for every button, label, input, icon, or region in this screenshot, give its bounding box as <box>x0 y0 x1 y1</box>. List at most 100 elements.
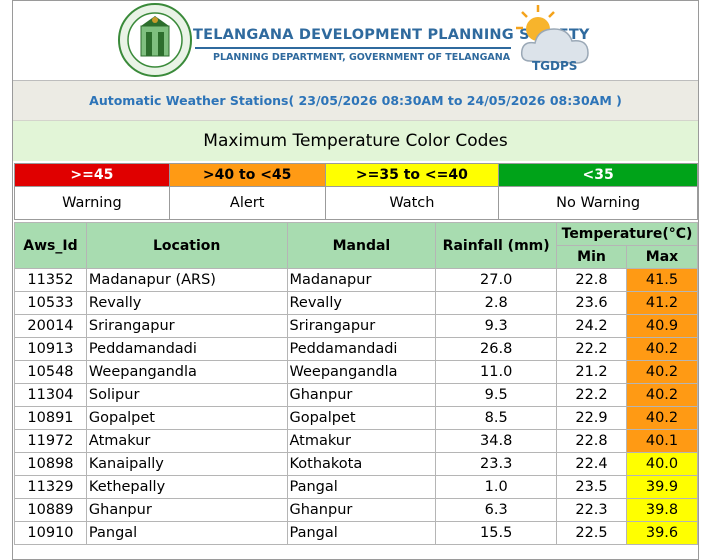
legend-level-1: Alert <box>168 186 326 220</box>
header-rainfall[interactable]: Rainfall (mm) <box>435 222 558 269</box>
cell-mandal: Atmakur <box>286 429 437 453</box>
cell-aws-id: 20014 <box>14 314 87 338</box>
cell-rainfall: 6.3 <box>435 498 558 522</box>
table-row[interactable]: 10913 Peddamandadi Peddamandadi 26.8 22.2 40.… <box>14 337 698 361</box>
cell-rainfall: 11.0 <box>435 360 558 384</box>
cell-mandal: Srirangapur <box>286 314 437 338</box>
cell-min-temp: 22.8 <box>556 268 627 292</box>
legend-table: >=45 >40 to <45 >=35 to <=40 <35 Warning Ale… <box>14 163 698 220</box>
cell-rainfall: 34.8 <box>435 429 558 453</box>
header-max[interactable]: Max <box>626 245 698 269</box>
table-row[interactable]: 10910 Pangal Pangal 15.5 22.5 39.6 <box>14 521 698 545</box>
cell-aws-id: 10910 <box>14 521 87 545</box>
table-row[interactable]: 20014 Srirangapur Srirangapur 9.3 24.2 40.9 <box>14 314 698 338</box>
cell-min-temp: 23.6 <box>556 291 627 315</box>
org-subtitle: PLANNING DEPARTMENT, GOVERNMENT OF TELAN… <box>213 52 511 63</box>
cell-mandal: Madanapur <box>286 268 437 292</box>
legend-level-0: Warning <box>14 186 170 220</box>
cell-max-temp: 40.2 <box>626 337 698 361</box>
cell-aws-id: 10548 <box>14 360 87 384</box>
cell-location: Revally <box>85 291 288 315</box>
cell-mandal: Pangal <box>286 475 437 499</box>
aws-title: Automatic Weather Stations( 23/05/2026 0… <box>89 93 622 108</box>
table-row[interactable]: 10548 Weepangandla Weepangandla 11.0 21.2 40.… <box>14 360 698 384</box>
cell-aws-id: 10533 <box>14 291 87 315</box>
header-min[interactable]: Min <box>556 245 627 269</box>
weather-table: Aws_Id Location Mandal Rainfall (mm) Tem… <box>14 222 698 545</box>
cell-mandal: Pangal <box>286 521 437 545</box>
cell-rainfall: 2.8 <box>435 291 558 315</box>
legend-level-3: No Warning <box>498 186 698 220</box>
cell-min-temp: 23.5 <box>556 475 627 499</box>
table-row[interactable]: 11304 Solipur Ghanpur 9.5 22.2 40.2 <box>14 383 698 407</box>
cell-rainfall: 9.5 <box>435 383 558 407</box>
table-row[interactable]: 11329 Kethepally Pangal 1.0 23.5 39.9 <box>14 475 698 499</box>
cell-max-temp: 39.6 <box>626 521 698 545</box>
legend-level-2: Watch <box>324 186 500 220</box>
cell-mandal: Gopalpet <box>286 406 437 430</box>
cell-min-temp: 21.2 <box>556 360 627 384</box>
cell-min-temp: 22.3 <box>556 498 627 522</box>
cell-location: Gopalpet <box>85 406 288 430</box>
cell-aws-id: 11304 <box>14 383 87 407</box>
table-row[interactable]: 10533 Revally Revally 2.8 23.6 41.2 <box>14 291 698 315</box>
header-mandal[interactable]: Mandal <box>286 222 437 269</box>
org-title: TELANGANA DEVELOPMENT PLANNING SOCIETY <box>193 27 590 43</box>
cell-location: Srirangapur <box>85 314 288 338</box>
cell-aws-id: 10891 <box>14 406 87 430</box>
cell-rainfall: 8.5 <box>435 406 558 430</box>
cell-rainfall: 27.0 <box>435 268 558 292</box>
cell-aws-id: 10913 <box>14 337 87 361</box>
aws-title-bar: Automatic Weather Stations( 23/05/2026 0… <box>13 81 698 121</box>
cell-location: Kanaipally <box>85 452 288 476</box>
cell-max-temp: 41.2 <box>626 291 698 315</box>
cell-aws-id: 11329 <box>14 475 87 499</box>
cell-min-temp: 22.2 <box>556 383 627 407</box>
cell-rainfall: 15.5 <box>435 521 558 545</box>
cell-max-temp: 40.1 <box>626 429 698 453</box>
cell-mandal: Peddamandadi <box>286 337 437 361</box>
cell-max-temp: 40.2 <box>626 360 698 384</box>
cell-rainfall: 23.3 <box>435 452 558 476</box>
cell-rainfall: 9.3 <box>435 314 558 338</box>
cell-max-temp: 41.5 <box>626 268 698 292</box>
legend-range-0: >=45 <box>14 163 170 187</box>
cell-max-temp: 39.9 <box>626 475 698 499</box>
cell-aws-id: 11352 <box>14 268 87 292</box>
header-aws-id[interactable]: Aws_Id <box>14 222 87 269</box>
cell-max-temp: 40.2 <box>626 406 698 430</box>
tgdps-logo-text: TGDPS <box>532 59 578 73</box>
cell-location: Peddamandadi <box>85 337 288 361</box>
sun-cloud-logo-icon <box>516 5 589 64</box>
title-divider <box>195 47 511 49</box>
cell-mandal: Ghanpur <box>286 383 437 407</box>
cell-location: Weepangandla <box>85 360 288 384</box>
table-row[interactable]: 10898 Kanaipally Kothakota 23.3 22.4 40.0 <box>14 452 698 476</box>
cell-rainfall: 26.8 <box>435 337 558 361</box>
table-row[interactable]: 11972 Atmakur Atmakur 34.8 22.8 40.1 <box>14 429 698 453</box>
cell-min-temp: 22.8 <box>556 429 627 453</box>
table-row[interactable]: 11352 Madanapur (ARS) Madanapur 27.0 22.8 41.… <box>14 268 698 292</box>
cell-location: Pangal <box>85 521 288 545</box>
table-row[interactable]: 10891 Gopalpet Gopalpet 8.5 22.9 40.2 <box>14 406 698 430</box>
cell-min-temp: 22.2 <box>556 337 627 361</box>
header-banner: TELANGANA DEVELOPMENT PLANNING SOCIETY P… <box>13 1 698 81</box>
cell-rainfall: 1.0 <box>435 475 558 499</box>
cell-location: Madanapur (ARS) <box>85 268 288 292</box>
legend-range-1: >40 to <45 <box>168 163 326 187</box>
cell-min-temp: 22.9 <box>556 406 627 430</box>
cell-max-temp: 40.9 <box>626 314 698 338</box>
cell-aws-id: 10889 <box>14 498 87 522</box>
cell-max-temp: 39.8 <box>626 498 698 522</box>
table-row[interactable]: 10889 Ghanpur Ghanpur 6.3 22.3 39.8 <box>14 498 698 522</box>
header-temperature: Temperature(°C) <box>556 222 698 246</box>
cell-location: Ghanpur <box>85 498 288 522</box>
cell-min-temp: 24.2 <box>556 314 627 338</box>
cell-max-temp: 40.0 <box>626 452 698 476</box>
cell-min-temp: 22.5 <box>556 521 627 545</box>
legend-range-3: <35 <box>498 163 698 187</box>
header-location[interactable]: Location <box>85 222 288 269</box>
cell-min-temp: 22.4 <box>556 452 627 476</box>
cell-location: Solipur <box>85 383 288 407</box>
telangana-seal-icon <box>118 3 192 77</box>
